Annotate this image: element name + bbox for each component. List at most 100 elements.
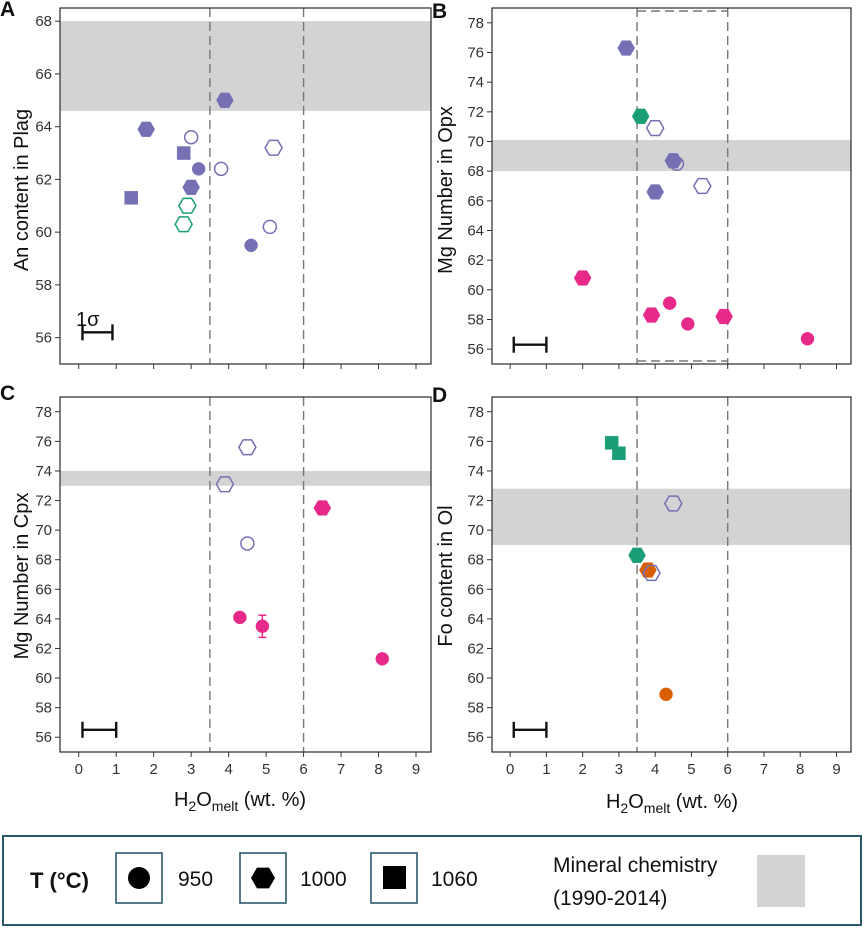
panel-b-point-1 bbox=[617, 40, 635, 56]
panel-a-point-11 bbox=[174, 216, 194, 233]
panel-d-x-tick-label: 3 bbox=[615, 761, 623, 778]
panel-a-mineral-band bbox=[60, 21, 431, 111]
panel-a-point-5 bbox=[176, 146, 191, 160]
panel-b-y-tick-label: 60 bbox=[467, 282, 484, 299]
panel-d-y-tick-label: 64 bbox=[467, 611, 484, 628]
panel-b-point-8 bbox=[573, 270, 592, 286]
panel-a: 56 58 60 62 64 66 68 A An content in Plag 1σ bbox=[0, 0, 432, 369]
panel-a-letter: A bbox=[0, 0, 15, 21]
panel-c-x-tick-label: 5 bbox=[262, 761, 270, 778]
panel-d-y-tick-label: 66 bbox=[467, 581, 484, 598]
panel-a-plot-area: 56 58 60 62 64 66 68 bbox=[35, 7, 432, 369]
panel-d-x-tick-label: 8 bbox=[796, 761, 804, 778]
legend-band-swatch bbox=[757, 855, 805, 907]
panel-d-point-7 bbox=[659, 687, 673, 702]
panel-d-y-tick-label: 68 bbox=[467, 552, 484, 569]
panel-a-point-1 bbox=[216, 92, 234, 108]
panel-d-point-1 bbox=[604, 436, 619, 450]
panel-c-x-tick-label: 4 bbox=[224, 761, 232, 778]
panel-b-frame bbox=[491, 7, 852, 365]
panel-b-y-tick-label: 76 bbox=[467, 45, 484, 62]
panel-d-y-tick-label: 72 bbox=[467, 493, 484, 510]
panel-b-y-axis-label: Mg Number in Opx bbox=[435, 106, 457, 274]
panel-c-y-tick-label: 66 bbox=[35, 581, 52, 598]
panel-a-y-axis-label: An content in Plag bbox=[11, 109, 33, 271]
panel-b-y-tick-label: 66 bbox=[467, 193, 484, 210]
panel-a-y-tick-label: 58 bbox=[35, 277, 52, 294]
panel-c-background bbox=[60, 397, 431, 752]
legend-title: T (°C) bbox=[30, 868, 89, 893]
panel-c-x-tick-label: 1 bbox=[112, 761, 120, 778]
panel-c-y-tick-label: 68 bbox=[35, 552, 52, 569]
panel-c-point-4 bbox=[240, 536, 255, 551]
panel-b: 56 58 60 62 64 66 68 70 72 74 76 78 B Mg Number in … bbox=[432, 0, 852, 369]
panel-a-sigma-label: 1σ bbox=[76, 309, 100, 331]
legend-hexagon-symbol bbox=[251, 867, 275, 889]
panel-a-y-tick-label: 56 bbox=[35, 330, 52, 347]
panel-c-point-1 bbox=[238, 439, 257, 456]
panel-b-y-tick-label: 62 bbox=[467, 252, 484, 269]
panel-c-x-tick-label: 9 bbox=[412, 761, 420, 778]
panel-c-y-tick-label: 56 bbox=[35, 729, 52, 746]
panel-c-y-tick-label: 58 bbox=[35, 700, 52, 717]
panel-c-y-tick-label: 78 bbox=[35, 404, 52, 421]
panel-c-x-tick-label: 7 bbox=[337, 761, 345, 778]
legend-label-950: 950 bbox=[178, 868, 213, 891]
panel-b-point-6 bbox=[692, 177, 712, 195]
panel-d-point-6 bbox=[642, 564, 661, 582]
panel-b-point-10 bbox=[642, 307, 661, 323]
panel-c-y-tick-label: 62 bbox=[35, 640, 52, 657]
panel-c-mineral-band bbox=[60, 470, 431, 486]
panel-d-mineral-band bbox=[492, 488, 851, 545]
panel-d-x-tick-label: 7 bbox=[760, 761, 768, 778]
panel-b-y-tick-label: 56 bbox=[467, 341, 484, 358]
panel-a-y-tick-label: 60 bbox=[35, 224, 52, 241]
panel-a-point-7 bbox=[191, 162, 206, 176]
panel-d-point-2 bbox=[612, 446, 626, 460]
panel-d-y-tick-label: 70 bbox=[467, 522, 484, 539]
legend-band-label-line1: Mineral chemistry bbox=[553, 854, 718, 877]
panel-a-point-10 bbox=[178, 197, 197, 214]
panel-c-x-tick-label: 2 bbox=[150, 761, 158, 778]
panel-a-y-tick-label: 62 bbox=[35, 171, 52, 188]
panel-a-y-tick-label: 66 bbox=[35, 66, 52, 83]
panel-b-point-9 bbox=[662, 296, 677, 310]
panel-b-y-tick-label: 64 bbox=[467, 223, 484, 240]
panel-d-x-tick-label: 6 bbox=[724, 761, 732, 778]
panel-b-y-tick-label: 58 bbox=[467, 312, 484, 329]
panel-a-point-3 bbox=[183, 129, 199, 145]
panel-b-y-tick-label: 72 bbox=[467, 104, 484, 121]
panel-c-x-tick-label: 3 bbox=[187, 761, 195, 778]
panel-b-point-13 bbox=[800, 332, 815, 346]
panel-d-point-3 bbox=[663, 495, 683, 512]
panel-b-point-5 bbox=[669, 156, 685, 171]
panel-d-y-tick-label: 60 bbox=[467, 670, 484, 687]
x-axis-label-left: H2Omelt (wt. %) bbox=[174, 789, 306, 814]
panel-b-point-12 bbox=[681, 317, 695, 331]
panel-c-letter: C bbox=[0, 382, 15, 405]
panel-b-point-3 bbox=[645, 120, 665, 137]
panel-c-y-tick-label: 72 bbox=[35, 493, 52, 510]
panel-b-plot-area: 56 58 60 62 64 66 68 70 72 74 76 78 bbox=[467, 7, 852, 369]
panel-c-y-axis-label: Mg Number in Cpx bbox=[11, 493, 33, 660]
panel-d-letter: D bbox=[432, 384, 447, 407]
panel-d-y-tick-label: 58 bbox=[467, 700, 484, 717]
legend: T (°C) 950 1000 1060 Mineral chemistry (… bbox=[2, 835, 862, 926]
panel-c-y-tick-label: 60 bbox=[35, 670, 52, 687]
panel-c-y-tick-label: 70 bbox=[35, 522, 52, 539]
panel-d-y-tick-label: 62 bbox=[467, 640, 484, 657]
panel-d-y-tick-label: 56 bbox=[467, 729, 484, 746]
x-axis-label-right: H2Omelt (wt. %) bbox=[606, 791, 738, 816]
panel-d-frame bbox=[491, 396, 852, 753]
panel-d-point-4 bbox=[628, 547, 646, 563]
panel-d-x-tick-label: 0 bbox=[506, 761, 514, 778]
panel-c-frame bbox=[59, 396, 432, 753]
panel-c-point-2 bbox=[215, 476, 235, 493]
panel-d-x-tick-label: 4 bbox=[651, 761, 659, 778]
panel-a-frame bbox=[59, 7, 432, 365]
panel-a-point-2 bbox=[137, 121, 155, 137]
